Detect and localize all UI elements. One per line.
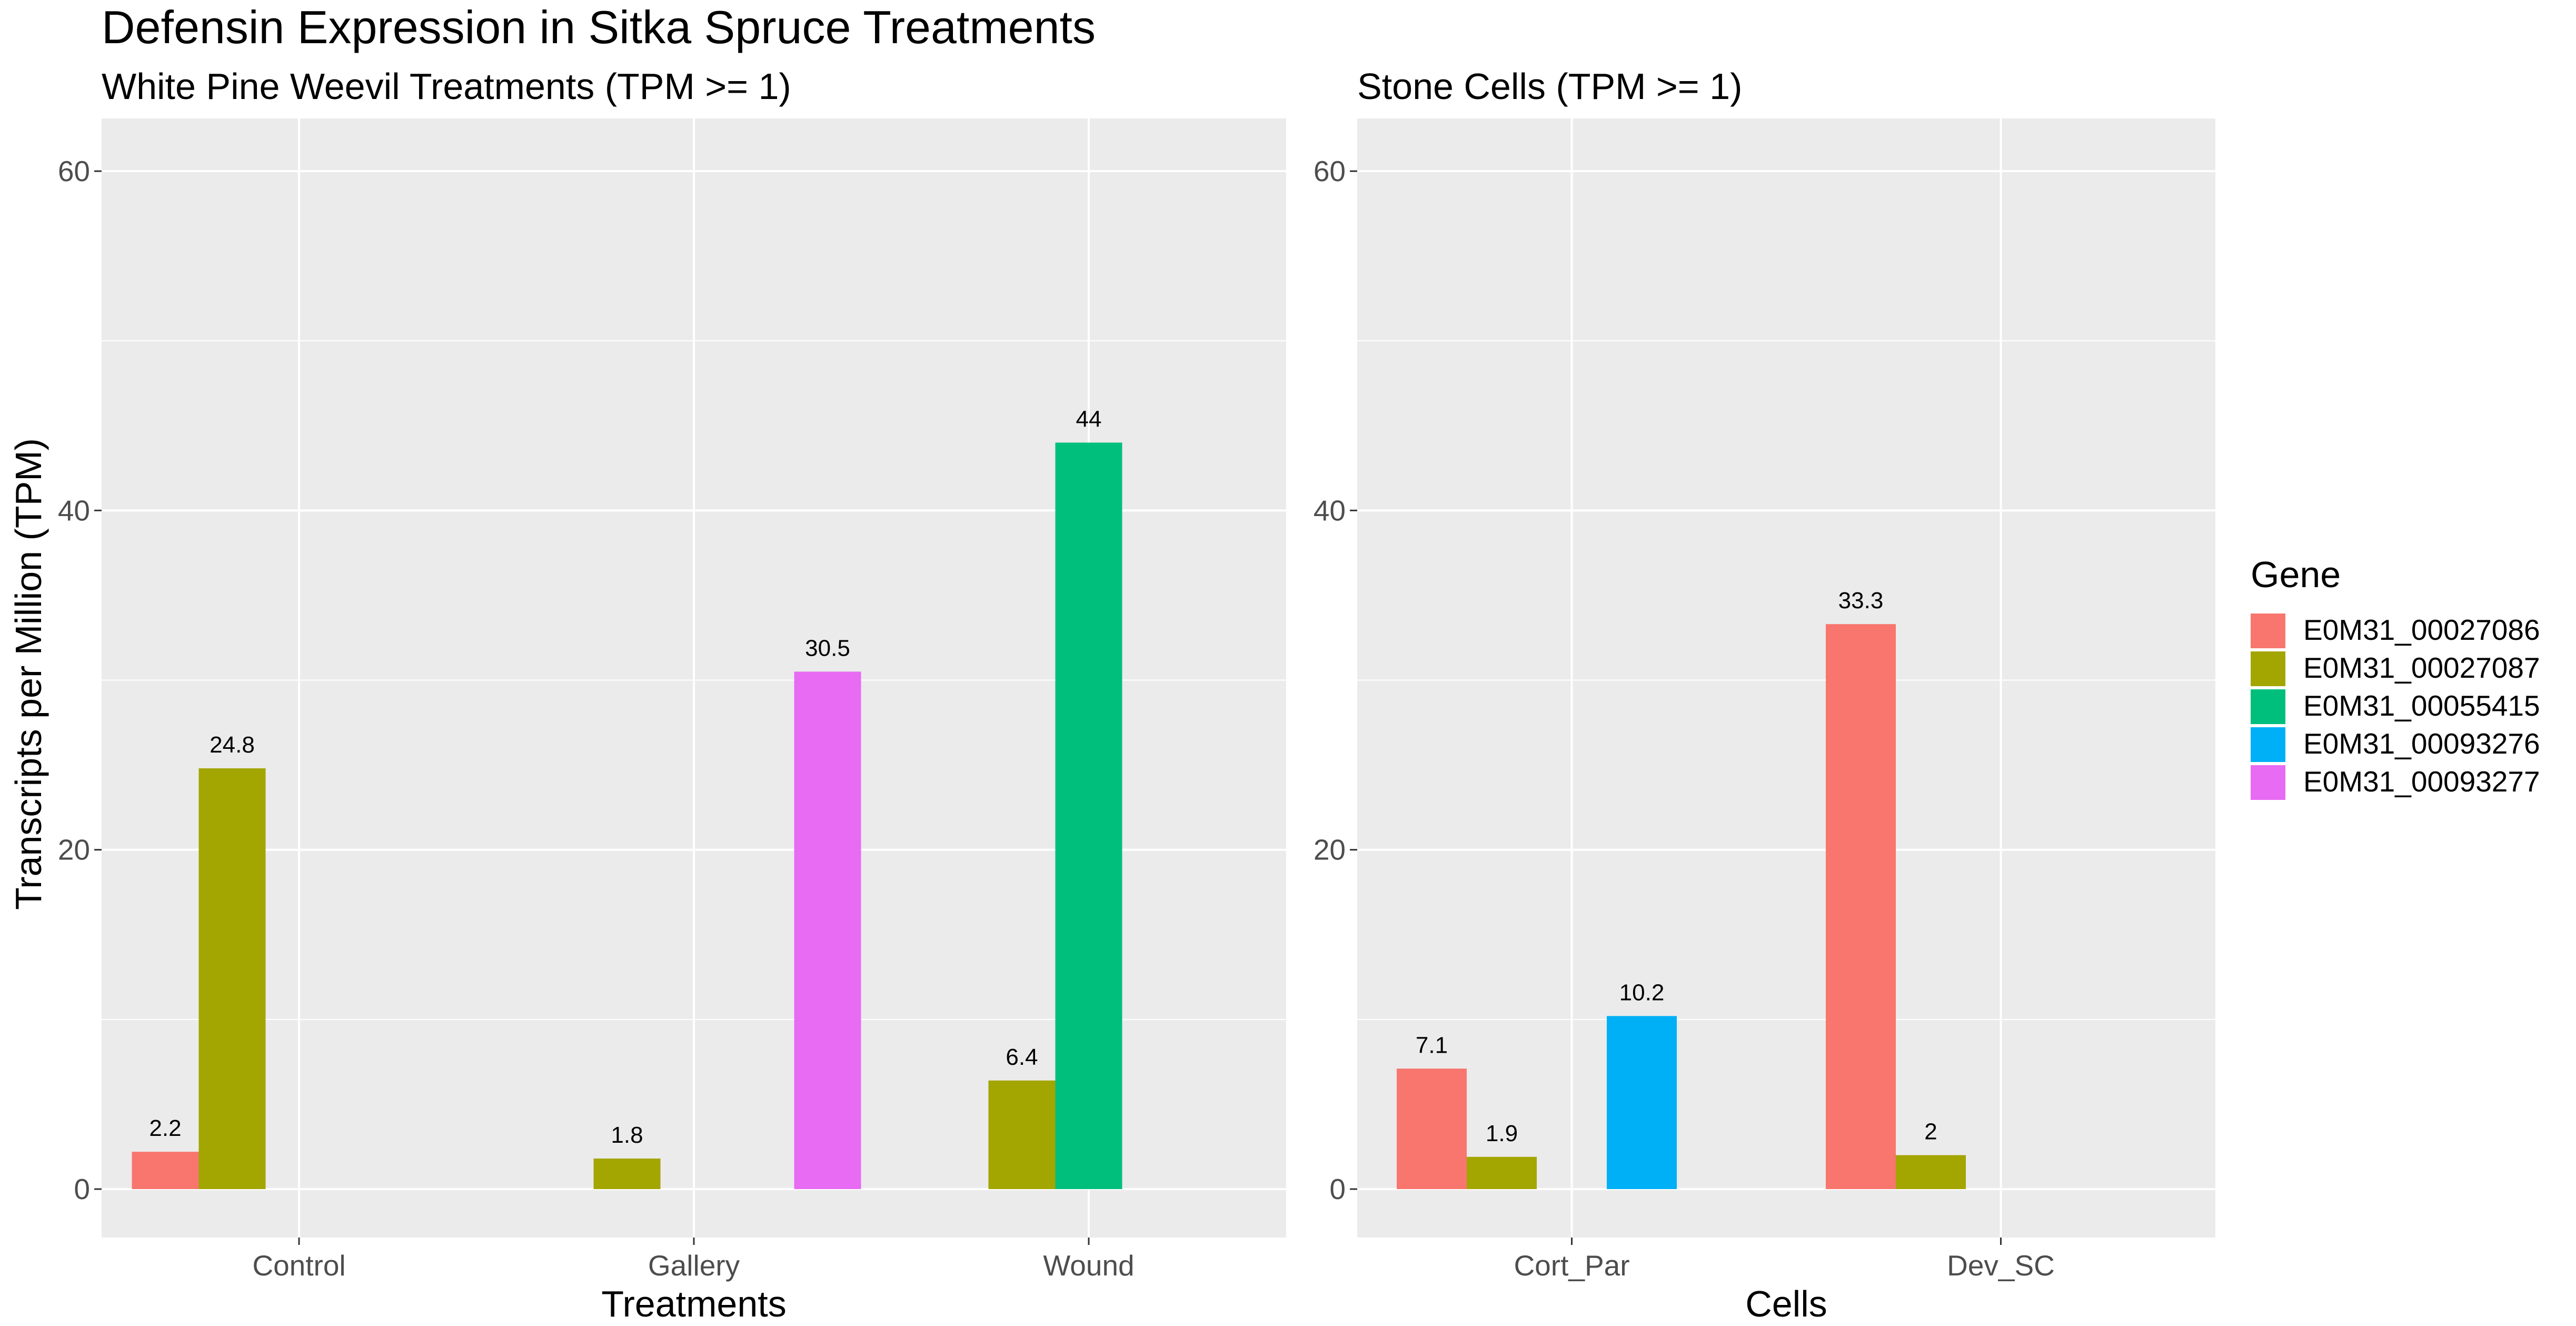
bar	[1055, 442, 1122, 1189]
x-tick-label: Cort_Par	[1514, 1249, 1629, 1282]
panel-subtitle: White Pine Weevil Treatments (TPM >= 1)	[102, 66, 791, 107]
y-tick-label: 40	[1314, 494, 1346, 527]
legend-item-label: E0M31_00027087	[2303, 651, 2540, 684]
panel-stone-cells: Stone Cells (TPM >= 1) 7.1 1.9 10.2 33.3 2 0…	[1314, 66, 2215, 1324]
bars	[132, 442, 1122, 1189]
data-labels: 2.2 24.8 1.8 30.5 6.4 44	[149, 406, 1101, 1148]
bar	[794, 671, 861, 1189]
legend-items: E0M31_00027086 E0M31_00027087 E0M31_000554…	[2251, 613, 2540, 800]
legend-item-label: E0M31_00055415	[2303, 689, 2540, 722]
y-tick-label: 60	[1314, 155, 1346, 187]
x-tick-label: Wound	[1043, 1249, 1134, 1282]
data-label: 7.1	[1416, 1032, 1448, 1058]
bar	[1607, 1016, 1677, 1189]
y-axis-ticks: 0 20 40 60	[58, 155, 102, 1205]
bar	[1826, 624, 1896, 1189]
data-label: 33.3	[1838, 588, 1884, 613]
bar	[988, 1080, 1056, 1189]
legend-item-label: E0M31_00027086	[2303, 613, 2540, 646]
y-axis-ticks: 0 20 40 60	[1314, 155, 1357, 1205]
x-tick-label: Control	[252, 1249, 345, 1282]
bar	[593, 1159, 661, 1189]
legend-swatch	[2251, 765, 2285, 800]
y-tick-label: 20	[58, 834, 90, 866]
data-label: 1.8	[611, 1122, 643, 1148]
chart-title: Defensin Expression in Sitka Spruce Trea…	[102, 1, 1096, 53]
data-label: 6.4	[1006, 1044, 1038, 1070]
y-tick-label: 40	[58, 494, 90, 527]
y-tick-label: 0	[74, 1173, 90, 1205]
y-tick-label: 60	[58, 155, 90, 187]
data-label: 2	[1924, 1119, 1937, 1145]
bar	[1896, 1155, 1966, 1189]
bar	[198, 768, 266, 1189]
legend-swatch	[2251, 613, 2285, 648]
bars	[1397, 624, 1966, 1189]
y-tick-label: 20	[1314, 834, 1346, 866]
data-labels: 7.1 1.9 10.2 33.3 2	[1416, 588, 1937, 1146]
legend-item-label: E0M31_00093276	[2303, 727, 2540, 760]
data-label: 1.9	[1486, 1121, 1518, 1146]
legend-swatch	[2251, 651, 2285, 686]
data-label: 30.5	[805, 635, 850, 661]
legend-title: Gene	[2251, 554, 2341, 595]
panel-subtitle: Stone Cells (TPM >= 1)	[1357, 66, 1742, 107]
plot-panel-background	[1357, 118, 2215, 1238]
x-axis-label: Cells	[1745, 1283, 1827, 1324]
bar	[1467, 1156, 1537, 1189]
bar	[132, 1152, 199, 1189]
legend: Gene E0M31_00027086E0M31_00027087E0M31_0…	[2251, 554, 2540, 800]
y-tick-label: 0	[1329, 1173, 1346, 1205]
legend-item-label: E0M31_00093277	[2303, 765, 2540, 798]
x-axis-ticks: Control Gallery Wound	[252, 1238, 1135, 1282]
x-tick-label: Gallery	[648, 1249, 740, 1282]
x-axis-label: Treatments	[601, 1283, 786, 1324]
legend-swatch	[2251, 689, 2285, 724]
bar	[1397, 1068, 1467, 1189]
data-label: 24.8	[210, 732, 255, 758]
data-label: 10.2	[1619, 979, 1665, 1005]
legend-swatch	[2251, 727, 2285, 762]
x-tick-label: Dev_SC	[1947, 1249, 2055, 1282]
y-axis-label: Transcripts per Million (TPM)	[8, 438, 49, 910]
x-axis-ticks: Cort_Par Dev_SC	[1514, 1238, 2055, 1282]
data-label: 2.2	[149, 1115, 181, 1141]
data-label: 44	[1076, 406, 1102, 432]
panel-white-pine-weevil: White Pine Weevil Treatments (TPM >= 1) …	[58, 66, 1286, 1324]
